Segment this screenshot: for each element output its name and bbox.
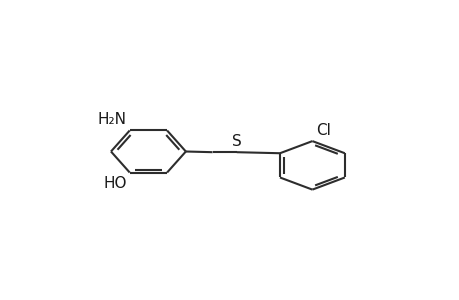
Text: S: S	[231, 134, 241, 149]
Text: HO: HO	[103, 176, 127, 191]
Text: H₂N: H₂N	[98, 112, 127, 127]
Text: Cl: Cl	[315, 123, 330, 138]
